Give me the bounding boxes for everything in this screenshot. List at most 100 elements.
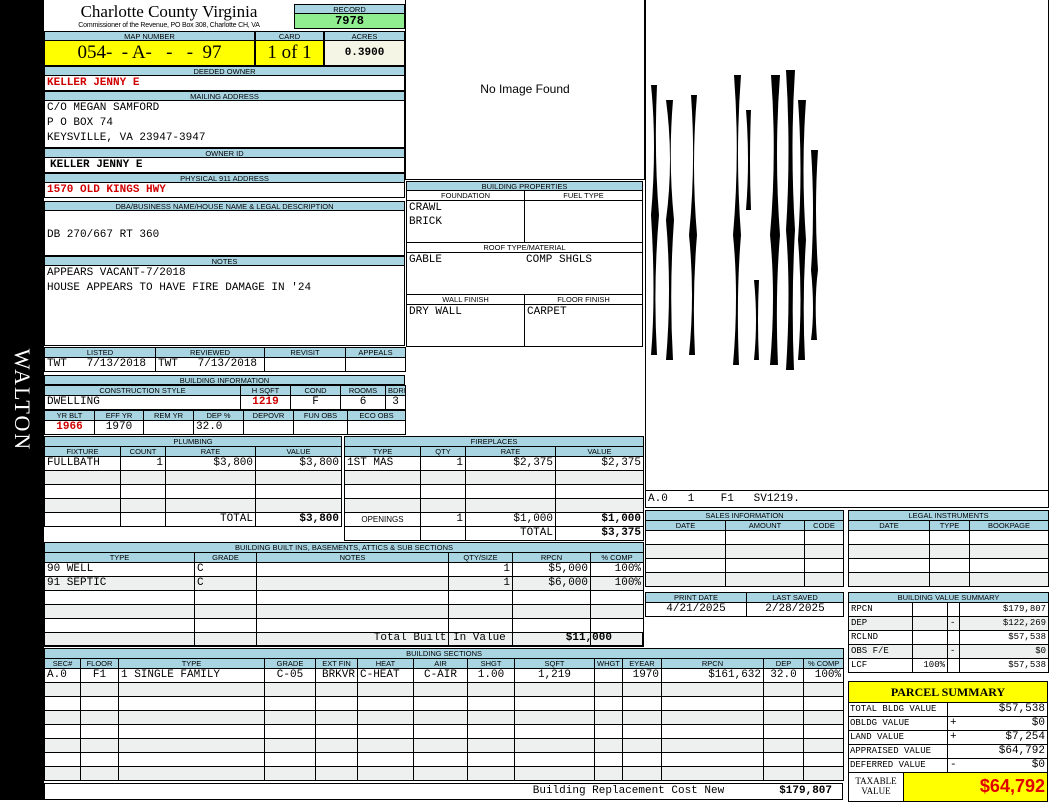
- table-cell: [264, 357, 346, 372]
- table-row: 1ST MAS 1 $2,375 $2,375: [344, 456, 644, 471]
- column-header: EYEAR: [622, 658, 662, 669]
- column-header: GRADE: [194, 552, 257, 563]
- table-cell: [448, 632, 513, 647]
- record-label: RECORD: [294, 4, 405, 14]
- table-row: TOTAL $3,800: [44, 512, 342, 527]
- deeded-owner-label: DEEDED OWNER: [44, 66, 405, 76]
- table-row: [44, 498, 342, 513]
- column-header: FLOOR: [80, 658, 119, 669]
- table-cell: [120, 498, 166, 513]
- table-cell: [467, 682, 515, 697]
- table-row: [44, 632, 645, 647]
- table-cell: BRKVR: [315, 668, 358, 683]
- sales-table: SALES INFORMATION DATE AMOUNT CODE: [644, 510, 845, 587]
- table-cell: [44, 604, 195, 619]
- parcel-summary: PARCEL SUMMARY TOTAL BLDG VALUE $57,538 OB…: [848, 681, 1048, 802]
- wall-finish-label: WALL FINISH: [406, 295, 525, 305]
- table-cell: [803, 572, 845, 587]
- mailing-address-label: MAILING ADDRESS: [44, 91, 405, 101]
- table-cell: [120, 512, 166, 527]
- data-table: LISTED REVIEWED REVISIT APPEALS TWT 7/13/201…: [44, 347, 406, 372]
- parcel-row: LAND VALUE + $7,254: [849, 731, 1047, 745]
- column-header-row: DATE TYPE BOOKPAGE: [848, 520, 1050, 531]
- table-cell: [165, 498, 256, 513]
- table-cell: OBS F/E: [848, 644, 913, 659]
- physical-address: 1570 OLD KINGS HWY: [44, 183, 405, 198]
- table-cell: [420, 526, 466, 541]
- table-cell: [165, 470, 256, 485]
- table-cell: [264, 738, 316, 753]
- column-header: QTY/SIZE: [448, 552, 513, 563]
- table-cell: [848, 572, 930, 587]
- building-information: BUILDING INFORMATION CONSTRUCTION STYLE H…: [44, 375, 406, 435]
- table-cell: [661, 724, 764, 739]
- table-cell: $0: [958, 644, 1050, 659]
- table-cell: [315, 724, 358, 739]
- column-header: GRADE: [264, 658, 316, 669]
- parcel-row-label: OBLDG VALUE: [849, 717, 948, 730]
- table-cell: [44, 696, 81, 711]
- parcel-row-sign: [948, 745, 960, 758]
- table-cell: [315, 752, 358, 767]
- table-cell: F1: [80, 668, 119, 683]
- title-row: FIREPLACES: [344, 436, 644, 447]
- column-header: VALUE: [255, 446, 342, 457]
- table-cell: [514, 724, 595, 739]
- table-cell: A.0: [44, 668, 81, 683]
- table-cell: [120, 470, 166, 485]
- plumbing-table: PLUMBING FIXTURE COUNT RATE VALUE FULLBATH 1 $3…: [44, 436, 342, 527]
- table-cell: [848, 530, 930, 545]
- table-cell: [44, 752, 81, 767]
- table-cell: [589, 632, 645, 647]
- column-header: SEC#: [44, 658, 81, 669]
- table-cell: [555, 470, 644, 485]
- table-cell: [589, 618, 645, 633]
- table-cell: [118, 738, 265, 753]
- table-cell: [594, 738, 623, 753]
- column-header: SHGT: [467, 658, 515, 669]
- parcel-row-label: TOTAL BLDG VALUE: [849, 703, 948, 716]
- table-row: [44, 738, 845, 753]
- table-cell: [803, 558, 845, 573]
- table-cell: [803, 530, 845, 545]
- table-row: [44, 484, 342, 499]
- table-cell: 1.00: [467, 668, 515, 683]
- parcel-rows: TOTAL BLDG VALUE $57,538 OBLDG VALUE + $0 LAN…: [849, 703, 1047, 773]
- table-cell: [947, 630, 960, 645]
- table-cell: [118, 682, 265, 697]
- col-header: H SQFT: [240, 385, 291, 396]
- district-label: WALTON: [10, 348, 35, 452]
- table-cell: [315, 710, 358, 725]
- table-cell: [802, 752, 845, 767]
- table-row: [44, 724, 845, 739]
- table-cell: [467, 710, 515, 725]
- table-cell: 2/28/2025: [746, 602, 844, 617]
- building-properties-title: BUILDING PROPERTIES: [406, 181, 643, 191]
- owner-id-label: OWNER ID: [44, 148, 405, 158]
- table-row: TWT 7/13/2018 TWT 7/13/2018: [44, 357, 406, 372]
- functional-obs: [293, 420, 348, 435]
- table-cell: C-AIR: [413, 668, 468, 683]
- table-cell: [44, 738, 81, 753]
- table-cell: [44, 632, 195, 647]
- column-header: TYPE: [118, 658, 265, 669]
- table-cell: [256, 632, 449, 647]
- table-row: A.0 F1 1 SINGLE FAMILY C-05 BRKVR C-HEAT C-AIR…: [44, 668, 845, 683]
- table-cell: 1: [448, 562, 513, 577]
- table-row: RCLND $57,538: [848, 630, 1050, 645]
- table-cell: 1: [120, 456, 166, 471]
- table-cell: [661, 710, 764, 725]
- table-cell: [448, 590, 513, 605]
- section-title: PLUMBING: [44, 436, 342, 447]
- table-cell: [264, 696, 316, 711]
- replacement-cost-value: $179,807: [779, 785, 832, 797]
- table-cell: [315, 682, 358, 697]
- table-row: OBS F/E - $0: [848, 644, 1050, 659]
- total-built-in-label: Total Built In Value: [373, 632, 506, 644]
- dates-table: LISTED REVIEWED REVISIT APPEALS TWT 7/13/201…: [44, 347, 406, 372]
- foundation-label: FOUNDATION: [406, 191, 525, 201]
- floor-finish-value: CARPET: [525, 305, 643, 347]
- table-cell: RCLND: [848, 630, 913, 645]
- table-cell: [194, 590, 257, 605]
- foundation-value: CRAWL: [409, 202, 443, 214]
